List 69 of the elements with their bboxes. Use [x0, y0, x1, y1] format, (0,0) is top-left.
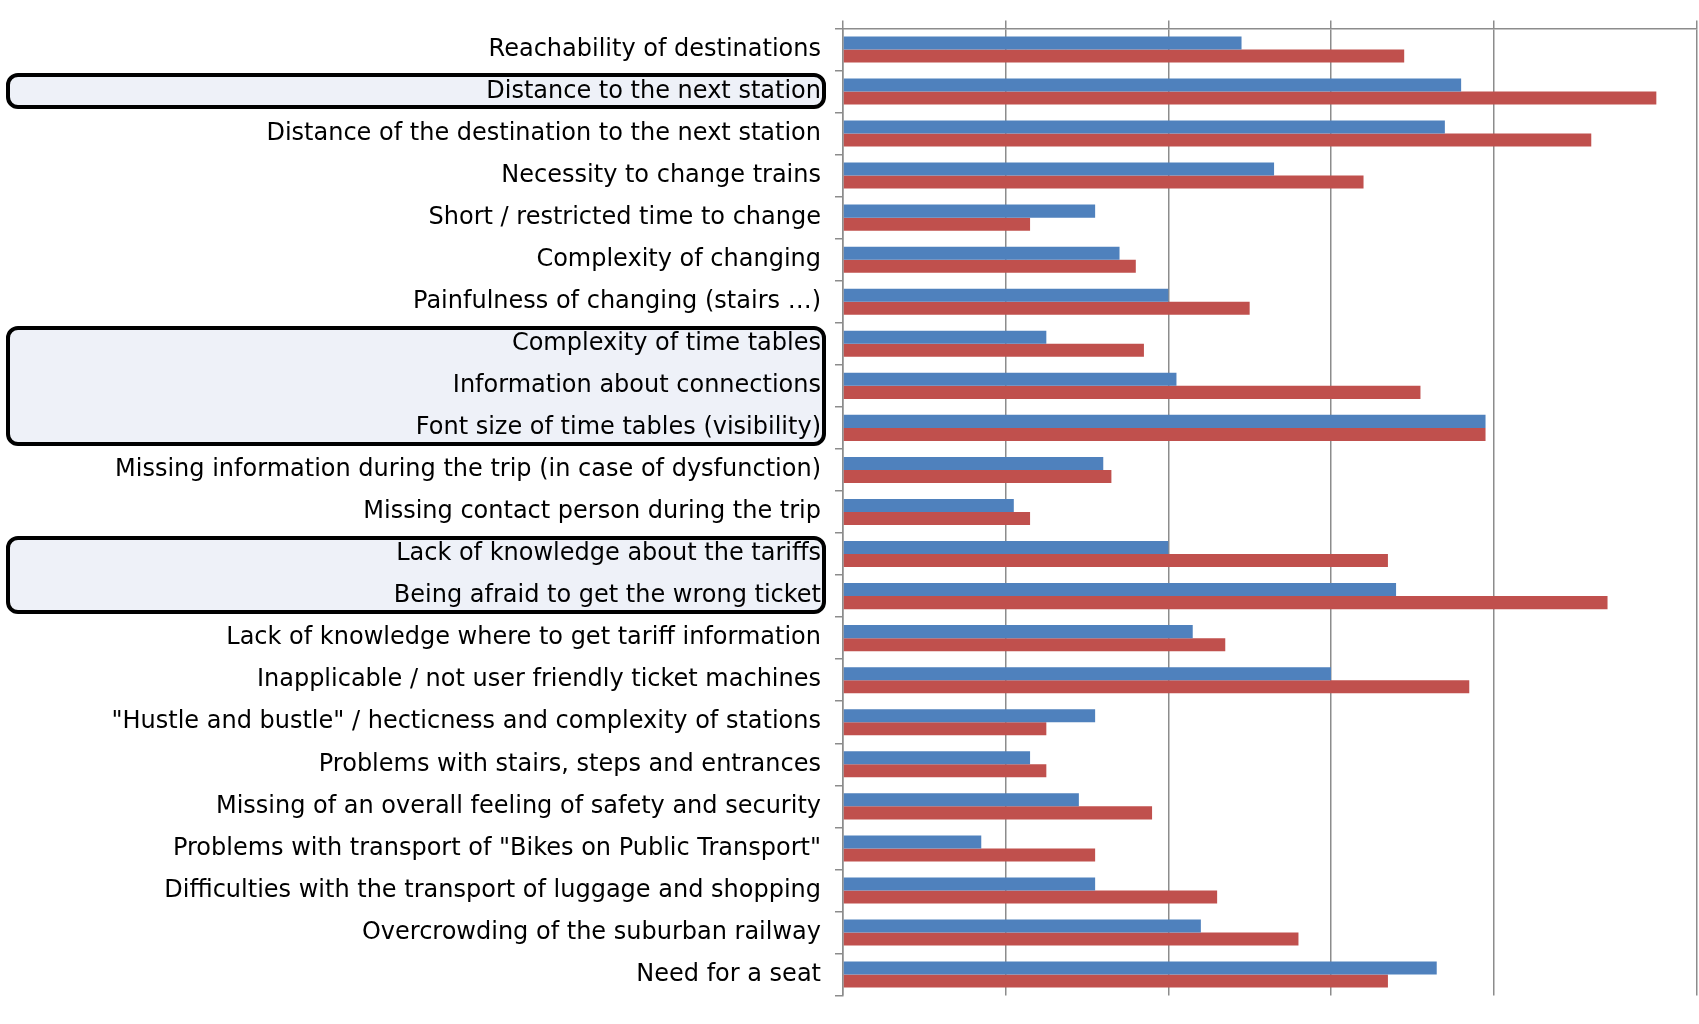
y-tick-label: Lack of knowledge where to get tariff information	[226, 622, 821, 651]
bar	[843, 246, 1120, 260]
y-tick-label: Painfulness of changing (stairs …)	[413, 285, 821, 314]
bar	[843, 961, 1437, 975]
bar	[843, 498, 1014, 512]
bar	[843, 583, 1397, 597]
bar	[843, 385, 1421, 399]
bar	[843, 667, 1331, 681]
bar	[843, 175, 1364, 189]
y-tick-label: Missing of an overall feeling of safety and security	[215, 790, 821, 819]
y-tick-label: Missing information during the trip (in case of dysfunction)	[115, 454, 821, 483]
bar	[843, 835, 982, 849]
bar	[843, 330, 1047, 344]
bar	[843, 469, 1112, 483]
bar	[843, 288, 1169, 302]
bar	[843, 414, 1486, 428]
bar	[843, 512, 1031, 526]
bar	[843, 120, 1445, 134]
y-tick-label: Short / restricted time to change	[428, 201, 821, 230]
bar	[843, 764, 1047, 778]
bar	[843, 932, 1299, 946]
bar	[843, 751, 1031, 765]
y-tick-label: Complexity of time tables	[511, 328, 821, 357]
bar	[843, 372, 1177, 386]
bar	[843, 890, 1218, 904]
bar	[843, 259, 1136, 273]
bar	[843, 793, 1079, 807]
y-tick-label: Difficulties with the transport of luggage and shopping	[164, 874, 821, 903]
bar	[843, 680, 1470, 694]
bar	[843, 919, 1201, 933]
y-tick-label: Distance to the next station	[486, 75, 821, 104]
bar	[843, 162, 1275, 176]
y-tick-label: Complexity of changing	[536, 243, 821, 272]
bar	[843, 36, 1242, 50]
bar	[843, 596, 1608, 610]
bar	[843, 133, 1592, 147]
y-tick-label: Lack of knowledge about the tariffs	[396, 538, 821, 567]
y-tick-label: Information about connections	[452, 370, 821, 399]
y-tick-label: Inapplicable / not user friendly ticket machines	[256, 664, 821, 693]
y-tick-label: Missing contact person during the trip	[363, 496, 821, 525]
bar	[843, 974, 1388, 988]
bar	[843, 456, 1104, 470]
y-tick-label: Distance of the destination to the next station	[266, 117, 821, 146]
bar	[843, 554, 1388, 568]
bar	[843, 49, 1405, 63]
bar	[843, 848, 1096, 862]
y-tick-label: Font size of time tables (visibility)	[415, 412, 821, 441]
bar	[843, 343, 1144, 357]
bar	[843, 204, 1096, 218]
y-tick-label: Being afraid to get the wrong ticket	[393, 580, 821, 609]
y-tick-label: Problems with transport of "Bikes on Public Transport"	[172, 832, 821, 861]
bar	[843, 625, 1193, 639]
bar	[843, 427, 1486, 441]
bar	[843, 541, 1169, 555]
bar	[843, 806, 1153, 820]
bar	[843, 709, 1096, 723]
y-tick-label: Need for a seat	[636, 958, 821, 987]
bar	[843, 722, 1047, 736]
bar	[843, 877, 1096, 891]
y-tick-label: "Hustle and bustle" / hecticness and complexity of stations	[111, 706, 821, 735]
bar	[843, 217, 1031, 231]
bar	[843, 638, 1226, 652]
y-tick-label: Reachability of destinations	[488, 33, 821, 62]
y-tick-label: Necessity to change trains	[501, 159, 821, 188]
bar	[843, 78, 1462, 92]
y-tick-label: Overcrowding of the suburban railway	[361, 916, 821, 945]
bar	[843, 301, 1250, 315]
y-tick-label: Problems with stairs, steps and entrances	[318, 748, 821, 777]
bar	[843, 91, 1657, 105]
